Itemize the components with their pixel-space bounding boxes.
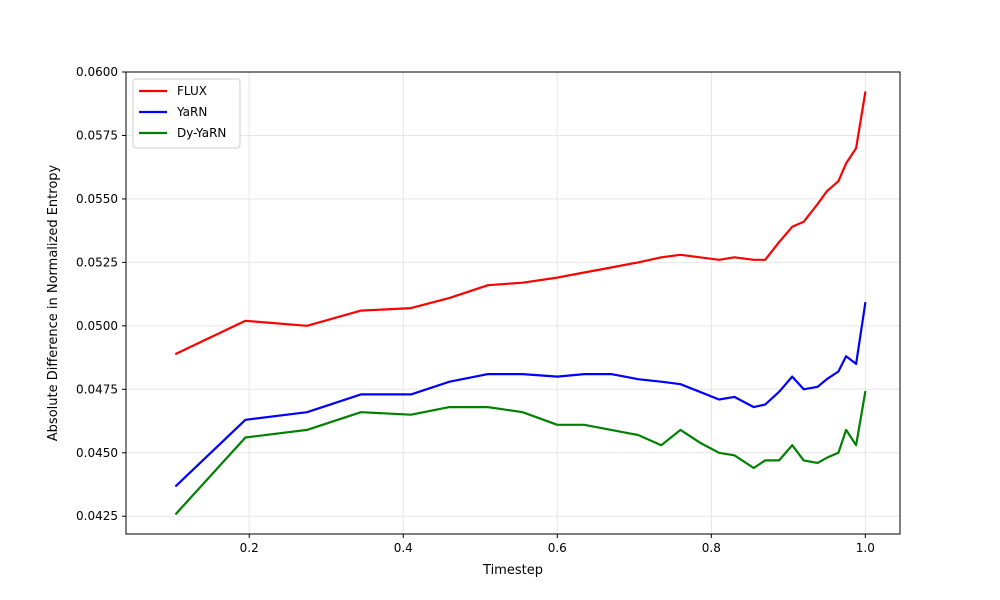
- x-axis-ticks: 0.2 0.4 0.6 0.8 1.0: [240, 534, 875, 555]
- y-axis-label: Absolute Difference in Normalized Entrop…: [46, 164, 61, 441]
- x-tick-label: 0.4: [394, 541, 413, 555]
- y-tick-label: 0.0500: [76, 319, 118, 333]
- y-tick-label: 0.0600: [76, 65, 118, 79]
- y-tick-label: 0.0575: [76, 128, 118, 142]
- series-line-yarn: [175, 301, 867, 487]
- x-tick-label: 1.0: [856, 541, 875, 555]
- series-line-dy-yarn: [175, 390, 867, 515]
- legend-box: [132, 78, 241, 149]
- series-lines: [175, 91, 867, 515]
- legend-label: Dy-YaRN: [177, 126, 226, 140]
- legend-label: FLUX: [177, 84, 207, 98]
- y-tick-label: 0.0450: [76, 446, 118, 460]
- series-line-flux: [175, 91, 867, 355]
- y-tick-label: 0.0425: [76, 509, 118, 523]
- plot-frame: [125, 71, 901, 535]
- x-axis-label: Timestep: [482, 563, 543, 578]
- y-tick-label: 0.0550: [76, 192, 118, 206]
- y-tick-label: 0.0475: [76, 382, 118, 396]
- y-tick-label: 0.0525: [76, 255, 118, 269]
- x-tick-label: 0.2: [240, 541, 259, 555]
- x-tick-label: 0.8: [702, 541, 721, 555]
- x-tick-label: 0.6: [548, 541, 567, 555]
- grid: [126, 71, 900, 534]
- legend: FLUX YaRN Dy-YaRN: [132, 78, 241, 149]
- y-axis-ticks: 0.0425 0.0450 0.0475 0.0500 0.0525 0.0550 0.05…: [76, 65, 126, 523]
- legend-label: YaRN: [176, 105, 207, 119]
